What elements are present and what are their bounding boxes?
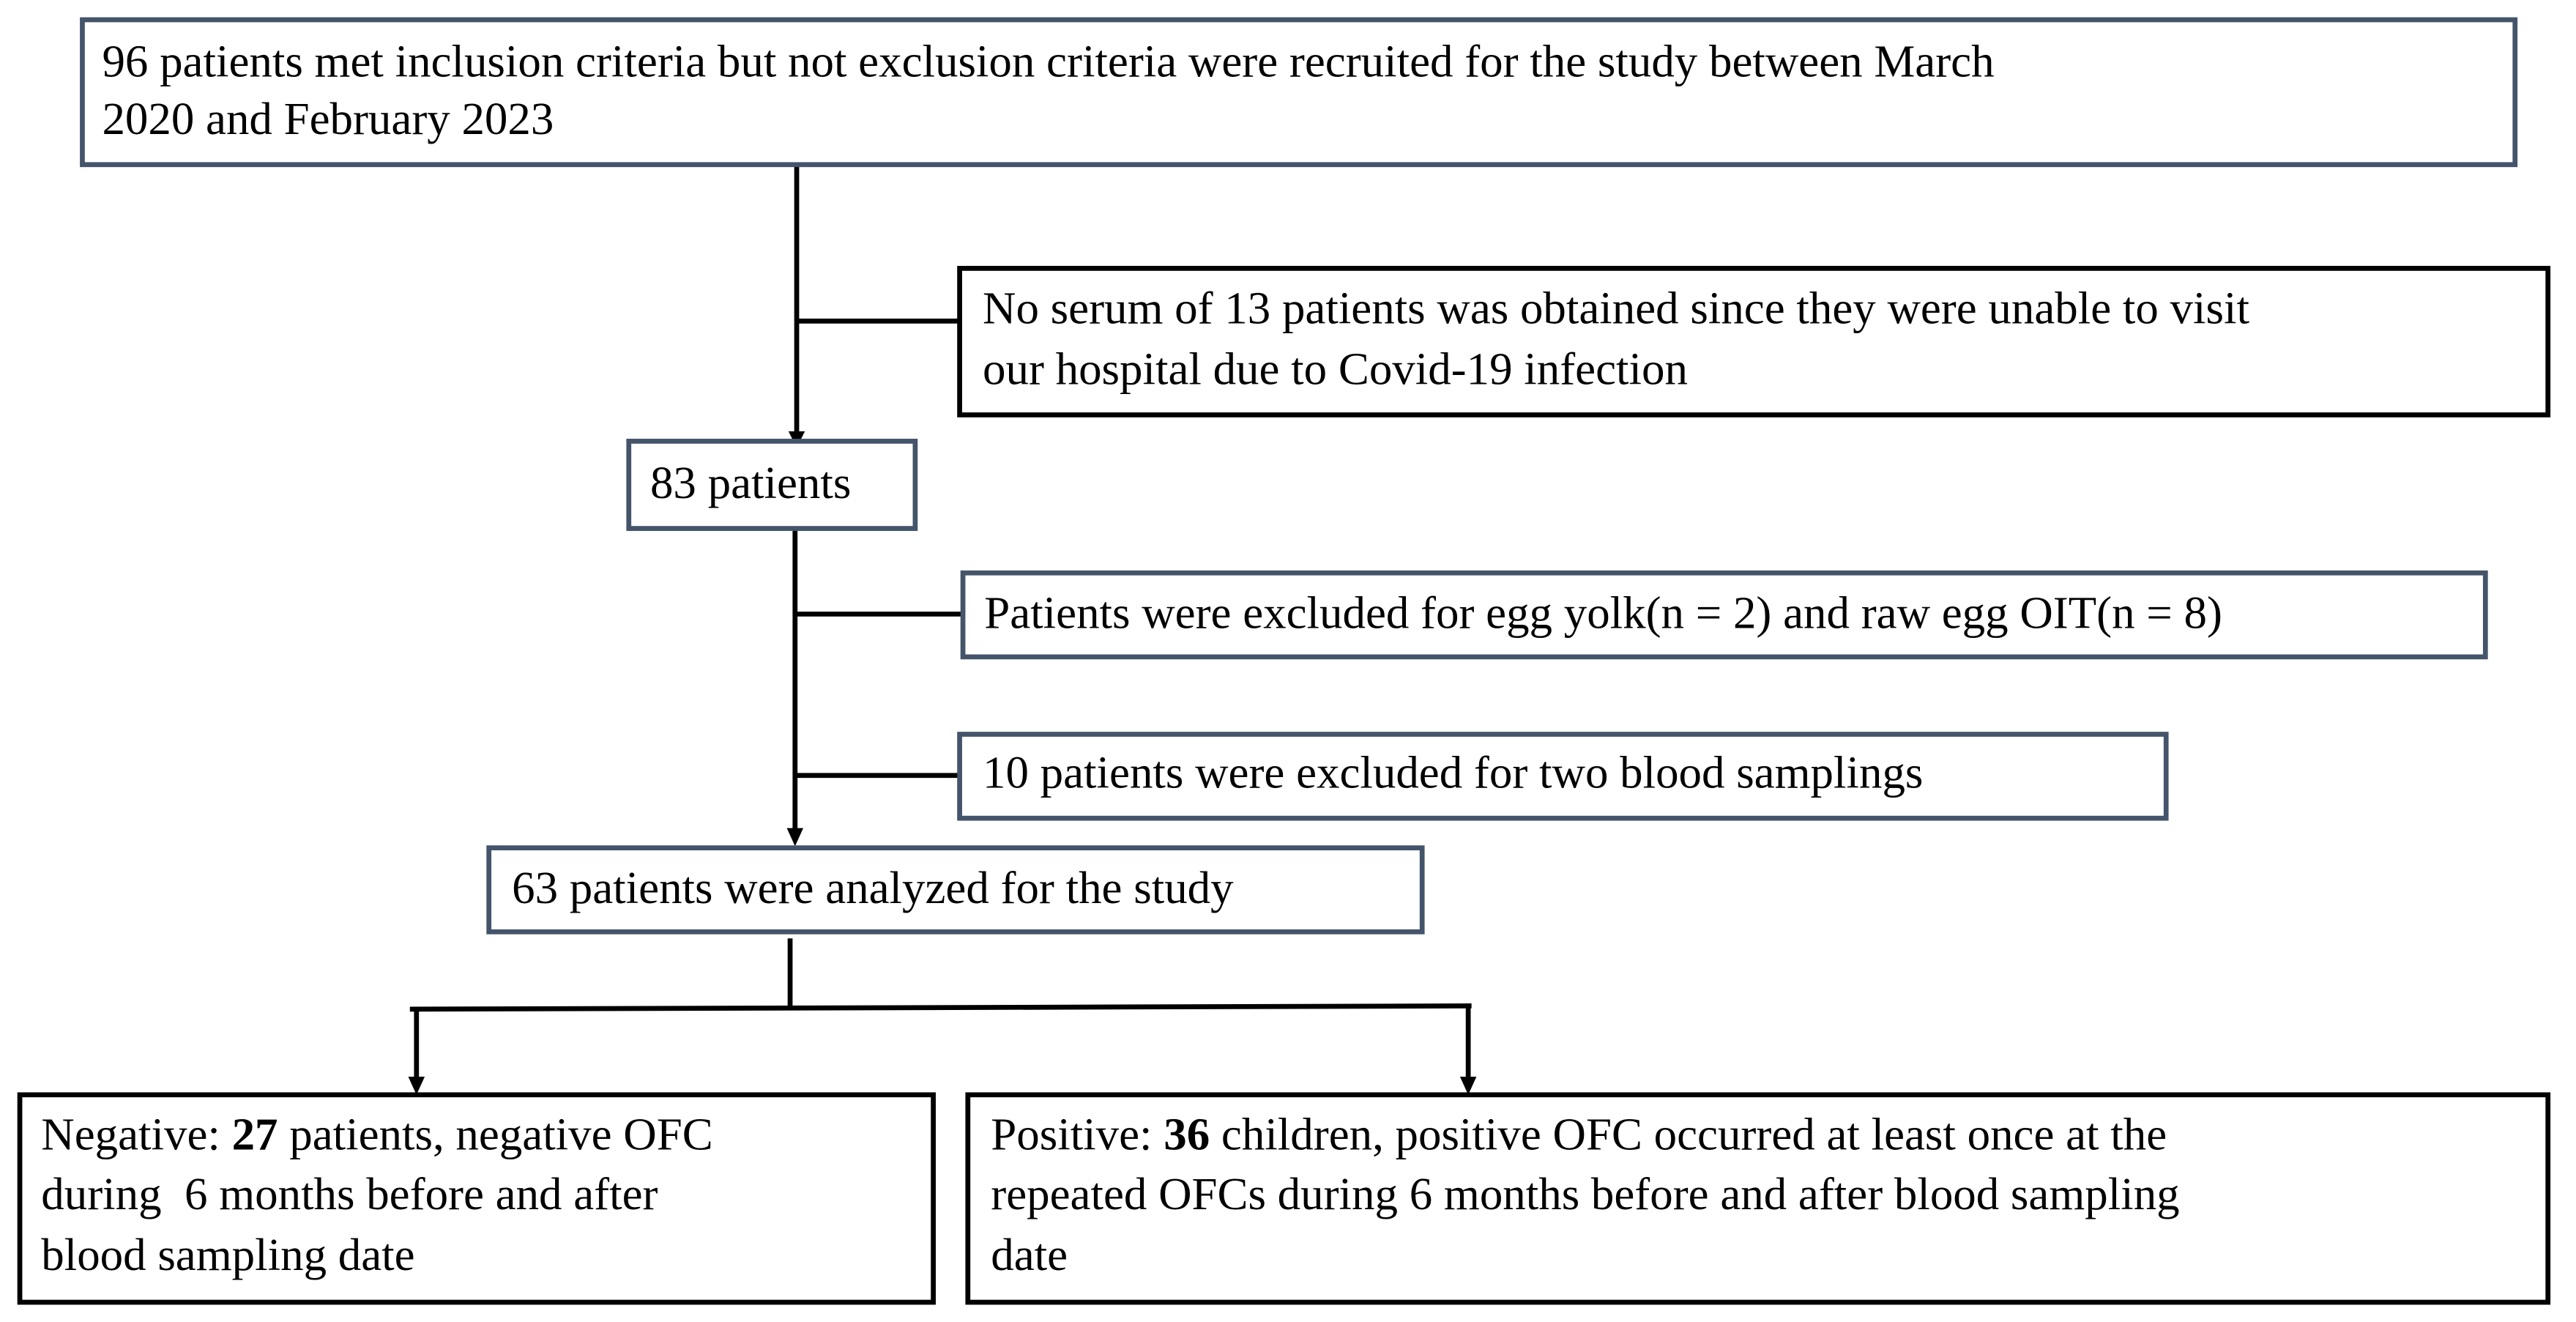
connectors xyxy=(408,164,1477,1095)
box-text: repeated OFCs during 6 months before and… xyxy=(991,1168,2179,1219)
box xyxy=(80,17,2518,168)
box-text: 10 patients were excluded for two blood … xyxy=(983,746,1923,798)
box-text: Patients were excluded for egg yolk(n = … xyxy=(984,587,2222,638)
text: patients, negative OFC xyxy=(289,1109,712,1160)
box-text: Positive: 36 children, positive OFC occurr… xyxy=(991,1109,2167,1160)
box-text: 96 patients met inclusion criteria but n… xyxy=(102,35,1994,86)
box-text: No serum of 13 patients was obtained sin… xyxy=(983,283,2249,334)
box-text: 63 patients were analyzed for the study xyxy=(512,862,1234,913)
box xyxy=(626,439,918,531)
box xyxy=(486,845,1425,935)
box-text: blood sampling date xyxy=(41,1229,414,1280)
box xyxy=(960,570,2488,660)
arrowhead xyxy=(786,828,804,847)
box-text: date xyxy=(991,1229,1068,1280)
count: 36 xyxy=(1164,1109,1210,1160)
box xyxy=(957,732,2169,821)
count: 27 xyxy=(232,1109,278,1160)
box-text: during 6 months before and after xyxy=(41,1168,658,1219)
connector xyxy=(409,1003,1472,1012)
text: children, positive OFC occurred at least… xyxy=(1221,1109,2167,1160)
box-text: 83 patients xyxy=(650,457,851,508)
box-text: 2020 and February 2023 xyxy=(102,93,554,144)
arrowhead xyxy=(408,1077,425,1095)
box xyxy=(957,266,2551,417)
box-text: Negative: 27 patients, negative OFC xyxy=(41,1109,712,1160)
box-text: our hospital due to Covid-19 infection xyxy=(983,344,1688,395)
box xyxy=(965,1092,2551,1305)
label: Positive: xyxy=(991,1109,1152,1160)
arrowhead xyxy=(1459,1077,1477,1095)
box xyxy=(17,1092,936,1305)
label: Negative: xyxy=(41,1109,220,1160)
